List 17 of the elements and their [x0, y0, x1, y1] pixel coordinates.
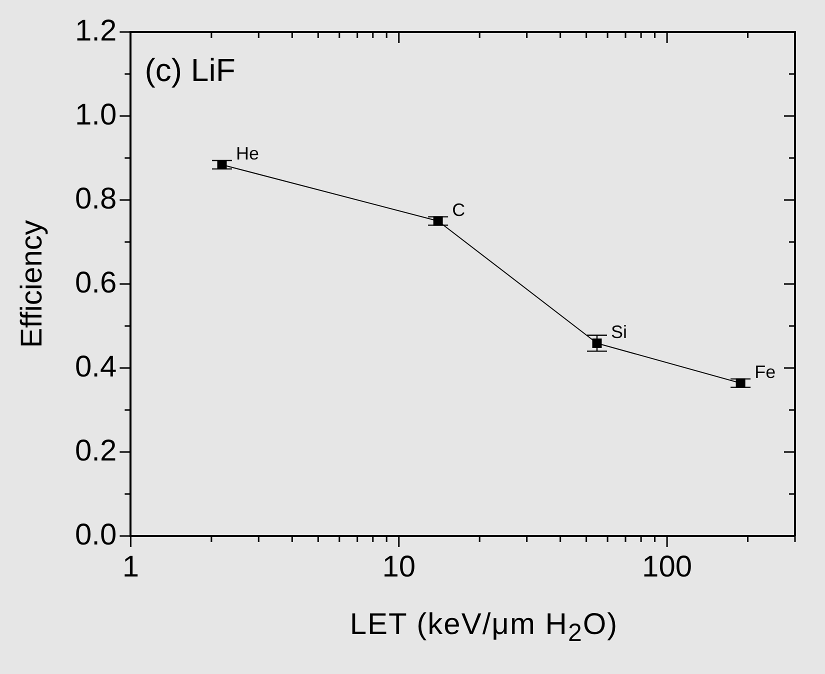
- y-tick-label: 0.4: [74, 350, 117, 384]
- annotation: He: [236, 144, 260, 164]
- annotation: C: [452, 200, 466, 220]
- y-axis-title: Efficiency: [15, 220, 48, 348]
- annotation: (c) LiF: [144, 52, 236, 88]
- x-tick-label: 100: [642, 550, 692, 584]
- y-tick-label: 0.6: [74, 266, 117, 300]
- x-tick-label: 1: [122, 550, 140, 584]
- annotation: Fe: [754, 362, 776, 382]
- x-axis-title: LET (keV/μm H$_{2}$O): [348, 608, 620, 648]
- y-tick-label: 1.2: [74, 14, 117, 48]
- annotation: Si: [610, 322, 628, 342]
- y-tick-label: 0.0: [74, 518, 117, 552]
- y-tick-label: 0.2: [74, 434, 117, 468]
- x-tick-label: 10: [382, 550, 416, 584]
- y-tick-label: 0.8: [74, 182, 117, 216]
- y-tick-label: 1.0: [74, 98, 117, 132]
